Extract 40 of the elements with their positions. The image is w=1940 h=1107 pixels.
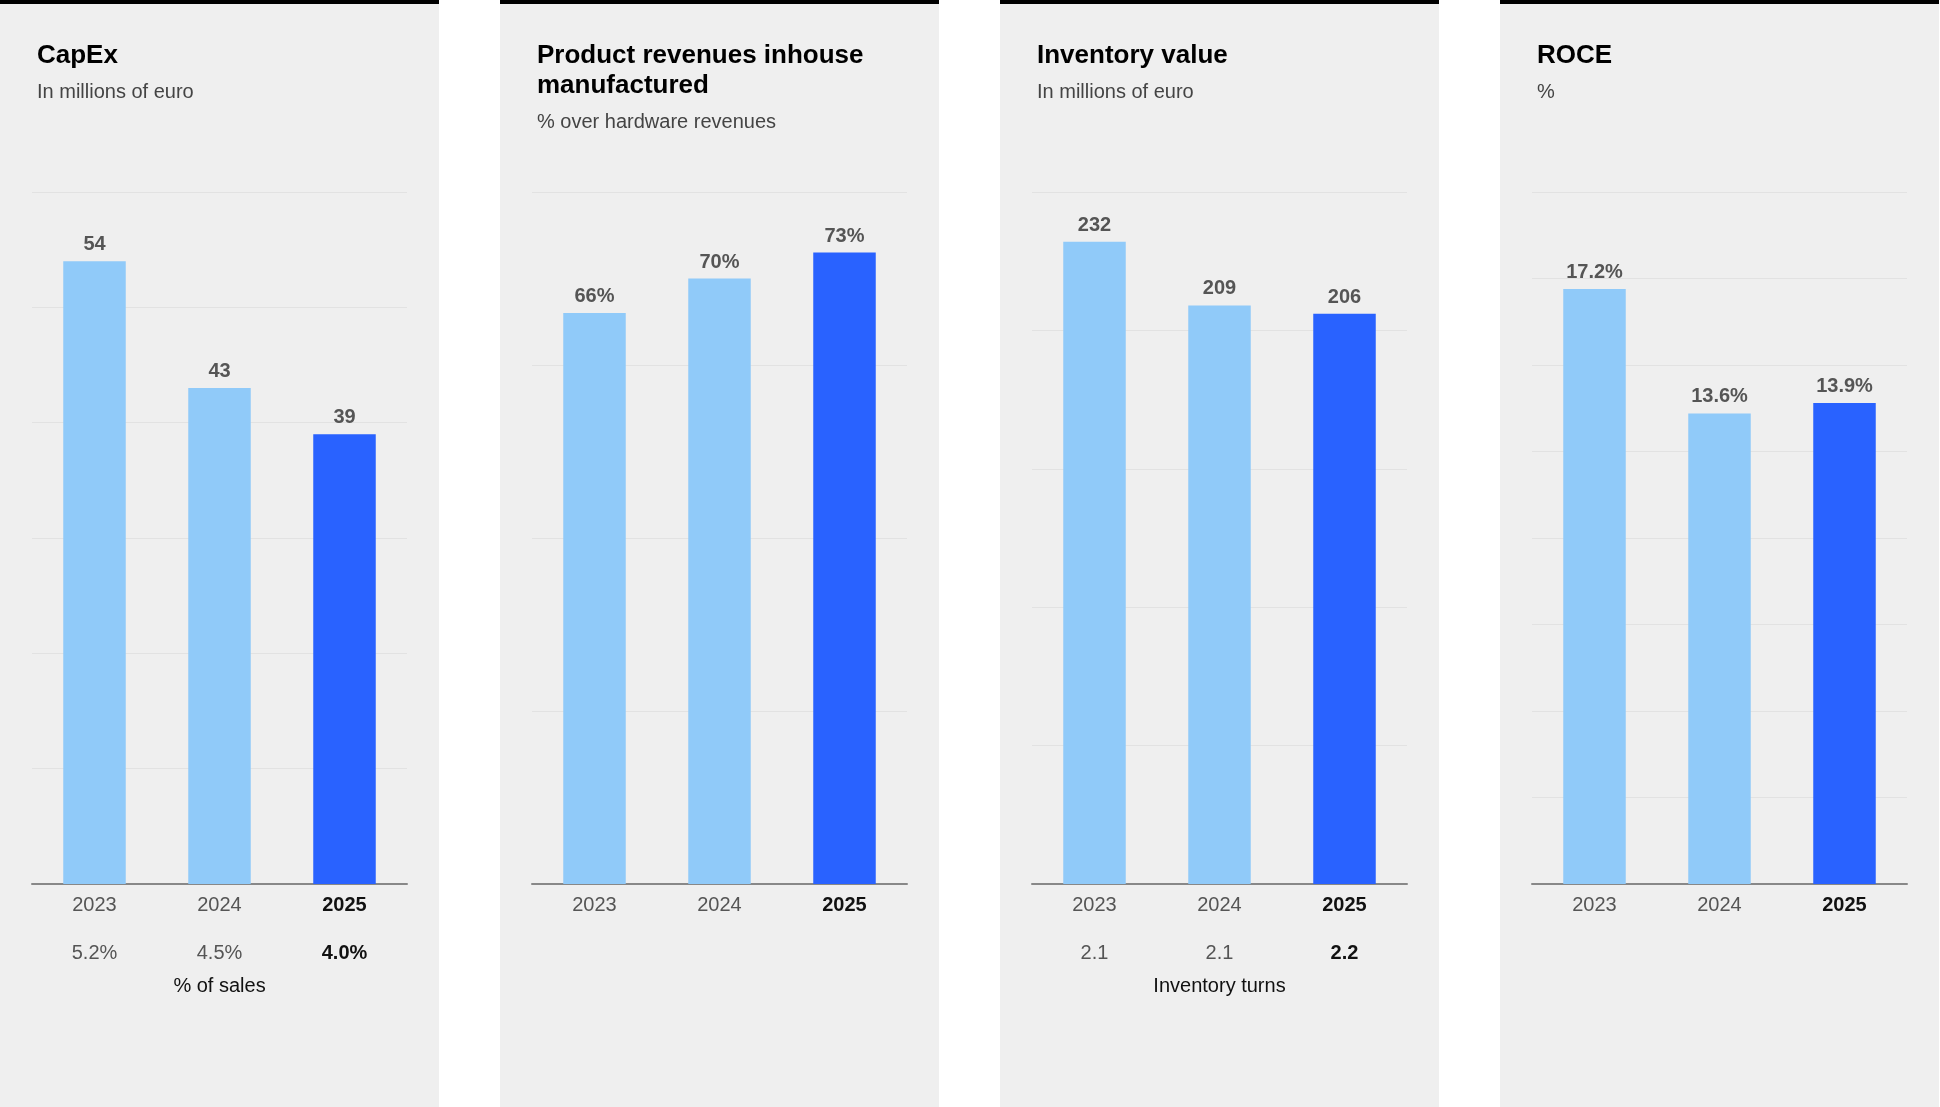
- data-label: 73%: [824, 223, 865, 246]
- text: 4.5%: [196, 941, 243, 963]
- x-tick-label: 2024: [697, 893, 742, 915]
- text: 2.1: [1080, 941, 1109, 963]
- data-label: 39: [333, 405, 356, 428]
- chart-title: Inventory value: [1037, 39, 1228, 69]
- x-tick-label: 2023: [1072, 893, 1117, 915]
- text: 2.1: [1205, 941, 1234, 963]
- x-tick-label: 2024: [1697, 893, 1742, 915]
- chart-title: Product revenues inhouse manufactured: [537, 39, 871, 99]
- data-label: 43: [208, 359, 231, 382]
- data-label: 13.9%: [1816, 374, 1874, 397]
- x-tick-label: 2024: [1197, 893, 1242, 915]
- data-label: 206: [1327, 284, 1362, 307]
- x-tick-label: 2024: [197, 893, 242, 915]
- x-tick-label: 2023: [1572, 893, 1617, 915]
- chart-title: CapEx: [37, 39, 119, 69]
- x-tick-label: 2025: [822, 893, 867, 915]
- chart-subtitle: %: [1537, 80, 1555, 102]
- chart-title: ROCE: [1537, 39, 1613, 69]
- text: Inventory turns: [1153, 974, 1286, 996]
- x-tick-label: 2023: [572, 893, 617, 915]
- chart-subtitle: In millions of euro: [1037, 80, 1194, 102]
- text: 2.2: [1330, 941, 1359, 963]
- data-label: 54: [83, 232, 107, 255]
- text: % of sales: [173, 974, 266, 996]
- x-tick-label: 2025: [322, 893, 367, 915]
- data-label: 13.6%: [1691, 384, 1749, 407]
- data-label: 70%: [699, 249, 740, 272]
- data-label: 17.2%: [1566, 259, 1624, 282]
- x-tick-label: 2023: [72, 893, 117, 915]
- text: 5.2%: [71, 941, 118, 963]
- data-label: 66%: [574, 284, 615, 307]
- data-label: 209: [1202, 276, 1237, 299]
- x-tick-label: 2025: [1822, 893, 1867, 915]
- chart-subtitle: % over hardware revenues: [537, 110, 777, 132]
- data-label: 232: [1077, 212, 1112, 235]
- text: 4.0%: [321, 941, 368, 963]
- chart-subtitle: In millions of euro: [37, 80, 194, 102]
- x-tick-label: 2025: [1322, 893, 1367, 915]
